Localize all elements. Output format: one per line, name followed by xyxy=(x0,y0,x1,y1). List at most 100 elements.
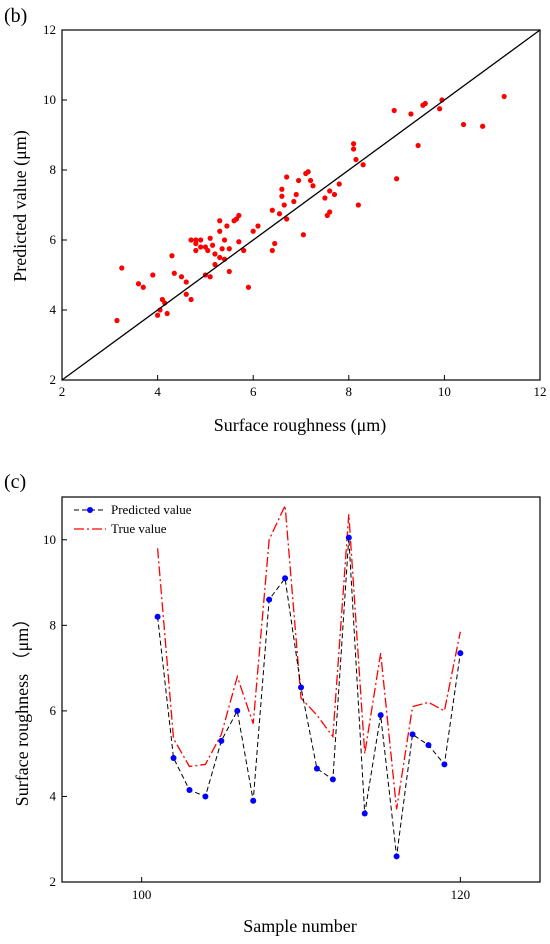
scatter-point xyxy=(224,223,230,229)
scatter-point xyxy=(284,174,290,180)
plot-frame-c xyxy=(61,496,541,883)
scatter-point xyxy=(236,239,242,245)
line-marks xyxy=(154,503,464,860)
scatter-point xyxy=(178,274,185,280)
scatter-point xyxy=(355,202,361,208)
scatter-point xyxy=(221,237,228,243)
predicted-point xyxy=(234,707,241,714)
scatter-point xyxy=(114,317,120,324)
x-axis-title-b: Surface roughness (μm) xyxy=(214,415,387,436)
y-axis-title-b: Predicted value (μm) xyxy=(10,130,31,282)
x-tick-label: 10 xyxy=(438,384,451,399)
scatter-point xyxy=(269,247,275,254)
scatter-marks xyxy=(114,93,507,324)
scatter-point xyxy=(207,274,213,280)
scatter-panel: (b) 2 4 6 8 10 12 2 4 6 8 10 12 Surface roughness (… xyxy=(4,5,547,436)
y-tick-label: 12 xyxy=(43,22,56,37)
series-line-predicted xyxy=(157,537,461,857)
scatter-point xyxy=(437,106,443,112)
x-tick-label: 2 xyxy=(59,384,66,399)
y-tick-label: 6 xyxy=(50,703,57,718)
x-tick-label: 120 xyxy=(451,887,471,902)
scatter-point xyxy=(193,247,199,254)
predicted-point xyxy=(393,853,400,860)
scatter-point xyxy=(245,284,252,290)
scatter-point xyxy=(279,193,285,199)
y-tick-label: 10 xyxy=(43,92,56,107)
panel-label-b: (b) xyxy=(4,5,27,27)
scatter-point xyxy=(281,202,287,208)
scatter-point xyxy=(250,228,256,234)
scatter-point xyxy=(209,242,216,248)
scatter-point xyxy=(198,244,204,250)
predicted-point xyxy=(345,534,352,541)
plot-frame-b xyxy=(61,29,541,381)
scatter-point xyxy=(183,279,189,285)
scatter-point xyxy=(422,100,428,107)
scatter-point xyxy=(119,265,125,271)
scatter-point xyxy=(217,218,223,224)
x-tick-label: 100 xyxy=(132,887,152,902)
reference-line xyxy=(61,29,541,381)
scatter-point xyxy=(217,254,223,261)
scatter-point xyxy=(291,198,297,205)
predicted-point xyxy=(218,737,225,744)
predicted-point xyxy=(409,731,416,738)
predicted-point xyxy=(202,793,209,800)
predicted-point xyxy=(186,787,193,794)
scatter-point xyxy=(391,107,397,114)
scatter-point xyxy=(155,312,161,318)
scatter-point xyxy=(408,111,414,117)
scatter-point xyxy=(241,247,247,254)
scatter-point xyxy=(212,251,218,257)
scatter-point xyxy=(284,216,290,222)
predicted-point xyxy=(154,613,161,620)
predicted-point xyxy=(298,684,304,691)
y-tick-label: 10 xyxy=(43,532,56,547)
predicted-point xyxy=(329,776,336,783)
scatter-point xyxy=(327,188,333,194)
scatter-point xyxy=(135,281,142,287)
predicted-point xyxy=(457,650,464,657)
scatter-point xyxy=(460,121,467,128)
scatter-point xyxy=(293,191,299,198)
scatter-point xyxy=(501,93,507,100)
legend-predicted-marker xyxy=(87,507,93,513)
scatter-point xyxy=(310,183,316,189)
scatter-point xyxy=(350,141,357,147)
scatter-point xyxy=(217,228,223,234)
predicted-point xyxy=(361,810,368,817)
ticks-b: 2 4 6 8 10 12 2 4 6 8 10 12 xyxy=(43,22,547,399)
scatter-point xyxy=(164,310,170,317)
predicted-point xyxy=(313,765,320,772)
predicted-point xyxy=(250,797,257,804)
y-tick-label: 4 xyxy=(50,302,57,317)
x-tick-label: 4 xyxy=(154,384,161,399)
scatter-point xyxy=(296,177,302,184)
scatter-point xyxy=(236,212,242,219)
scatter-point xyxy=(150,272,156,278)
scatter-point xyxy=(183,291,189,297)
predicted-point xyxy=(170,754,177,761)
scatter-point xyxy=(205,247,211,254)
scatter-point xyxy=(305,169,311,175)
y-tick-label: 8 xyxy=(50,617,57,632)
legend-predicted-label: Predicted value xyxy=(111,502,192,517)
series-line-true xyxy=(156,503,461,810)
scatter-point xyxy=(212,261,218,268)
y-tick-label: 8 xyxy=(50,162,57,177)
predicted-point xyxy=(425,742,432,749)
scatter-point xyxy=(226,268,232,275)
y-tick-label: 4 xyxy=(50,788,57,803)
legend-true-label: True value xyxy=(111,521,167,536)
scatter-point xyxy=(272,240,278,247)
x-tick-label: 12 xyxy=(534,384,547,399)
scatter-point xyxy=(188,237,194,243)
scatter-point xyxy=(188,296,194,303)
scatter-point xyxy=(219,246,225,252)
legend: Predicted value True value xyxy=(74,502,192,536)
scatter-point xyxy=(207,235,213,241)
predicted-point xyxy=(282,575,289,582)
scatter-point xyxy=(394,176,400,182)
scatter-point xyxy=(269,207,275,213)
